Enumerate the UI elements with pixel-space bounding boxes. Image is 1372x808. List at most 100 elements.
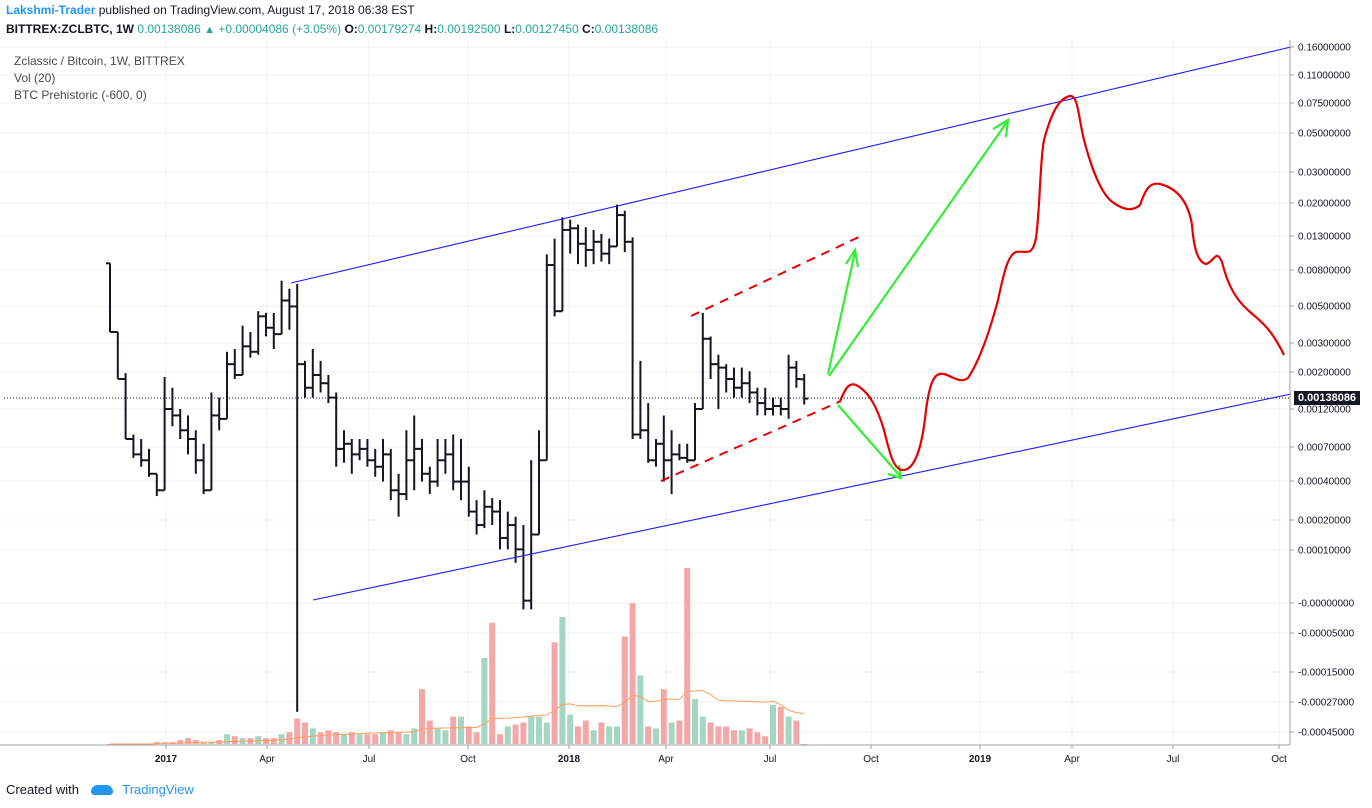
ohlc-bar — [293, 284, 302, 712]
ohlc-bar — [418, 438, 426, 482]
author-link[interactable]: Lakshmi-Trader — [6, 3, 96, 17]
price-axis[interactable]: 0.16000000 0.11000000 0.07500000 0.05000000… — [1290, 43, 1355, 739]
price-tick-label: 0.00500000 — [1298, 302, 1351, 313]
volume-bar — [465, 726, 472, 744]
volume-bar — [762, 736, 769, 744]
green-arrow-up-short — [826, 247, 860, 375]
ohlc-bar — [511, 516, 520, 563]
ohlc-bar — [675, 443, 684, 461]
ohlc-bar — [581, 227, 590, 267]
ohlc-bar — [371, 448, 380, 477]
ohlc-bar — [269, 312, 278, 350]
ohlc-bar — [379, 438, 387, 482]
legend-volume[interactable]: Vol (20) — [14, 71, 56, 85]
ohlc-bar — [129, 434, 138, 458]
ohlc-bar — [207, 392, 216, 492]
volume-bar — [520, 722, 527, 744]
ohlc-bar — [184, 415, 192, 455]
volume-bar — [723, 726, 730, 744]
volume-bar — [325, 730, 332, 744]
upper-dashed-line — [690, 235, 862, 317]
ohlc-bar — [199, 443, 208, 495]
volume-bar — [770, 704, 776, 744]
volume-bar — [302, 722, 308, 744]
ohlc-bar — [433, 438, 442, 487]
volume-bar — [224, 734, 230, 744]
volume-bar — [653, 728, 659, 744]
volume-bar — [263, 738, 269, 744]
price-tick-label: 0.00040000 — [1298, 477, 1351, 488]
ohlc-bar — [324, 375, 333, 404]
volume-bar — [450, 716, 457, 744]
ohlc-bar — [191, 430, 200, 474]
volume-bar — [754, 732, 761, 744]
volume-bars — [107, 568, 808, 745]
price-tick-label: 0.02000000 — [1298, 199, 1351, 210]
footer-brand[interactable]: TradingView — [122, 782, 194, 797]
legend-title[interactable]: Zclassic / Bitcoin, 1W, BITTREX — [14, 54, 185, 68]
volume-bar — [637, 675, 644, 744]
volume-bar — [200, 742, 207, 744]
volume-bar — [793, 720, 800, 744]
ohlc-bar — [457, 438, 465, 501]
ohlc-bar — [659, 415, 668, 482]
ohlc-bar — [340, 430, 348, 463]
volume-bar — [458, 716, 464, 744]
tradingview-cloud-icon — [90, 784, 113, 795]
volume-bar — [684, 568, 691, 744]
ohlc-bar — [472, 500, 481, 535]
price-tick-label: 0.00010000 — [1298, 546, 1351, 557]
price-tick-label: 0.05000000 — [1298, 129, 1351, 140]
price-tick-label: 0.16000000 — [1298, 43, 1351, 54]
green-arrow-up-long — [828, 117, 1010, 377]
ohlc-bar — [262, 312, 270, 337]
volume-bar — [621, 636, 628, 744]
volume-bar — [411, 728, 418, 744]
volume-bar — [387, 730, 394, 744]
volume-bar — [270, 738, 277, 744]
ohlc-bar — [558, 217, 567, 313]
volume-bar — [676, 720, 683, 744]
time-tick-label: Jul — [1167, 754, 1180, 765]
volume-bar — [559, 616, 566, 744]
time-tick-label: Apr — [1064, 754, 1080, 765]
volume-bar — [426, 720, 433, 744]
volume-bar — [278, 734, 285, 744]
volume-bar — [497, 734, 503, 744]
ohlc-bar — [363, 438, 372, 467]
price-tick-label: 0.00120000 — [1298, 405, 1351, 416]
volume-bar — [801, 744, 808, 745]
legend-indicator[interactable]: BTC Prehistoric (-600, 0) — [14, 88, 147, 102]
close-value: 0.00138086 — [594, 22, 659, 36]
ohlc-bar — [160, 376, 169, 492]
volume-bar — [333, 732, 340, 744]
volume-bar — [582, 720, 589, 744]
volume-bar — [208, 742, 215, 744]
time-tick-label: Oct — [460, 754, 476, 765]
time-axis[interactable]: 2017 Apr Jul Oct 2018 Apr Jul Oct 2019 Apr Jul Oct — [155, 745, 1287, 765]
drawings — [290, 46, 1292, 601]
volume-bar — [504, 726, 511, 744]
time-tick-label: Apr — [259, 754, 275, 765]
ohlc-bar — [745, 371, 754, 404]
low-value: 0.00127450 — [515, 22, 579, 36]
symbol-label: BITTREX:ZCLBTC, 1W — [6, 22, 134, 36]
footer: Created with TradingView — [6, 782, 194, 797]
volume-bar — [699, 716, 706, 744]
last-price: 0.00138086 — [137, 22, 201, 36]
time-tick-label: 2017 — [155, 754, 178, 765]
upper-channel-line — [290, 46, 1292, 284]
ohlc-bar — [277, 280, 286, 336]
ohlc-bar — [316, 360, 325, 393]
volume-bar — [668, 722, 675, 744]
volume-bar — [395, 732, 402, 744]
triangle-up-icon: ▲ — [204, 24, 215, 36]
volume-bar — [317, 732, 324, 744]
ohlc-bar — [347, 438, 356, 474]
ohlc-bar — [527, 460, 536, 610]
ohlc-bar — [550, 238, 559, 317]
ohlc-bar — [152, 472, 161, 497]
ohlc-bar — [566, 219, 575, 254]
volume-bar — [746, 728, 753, 744]
